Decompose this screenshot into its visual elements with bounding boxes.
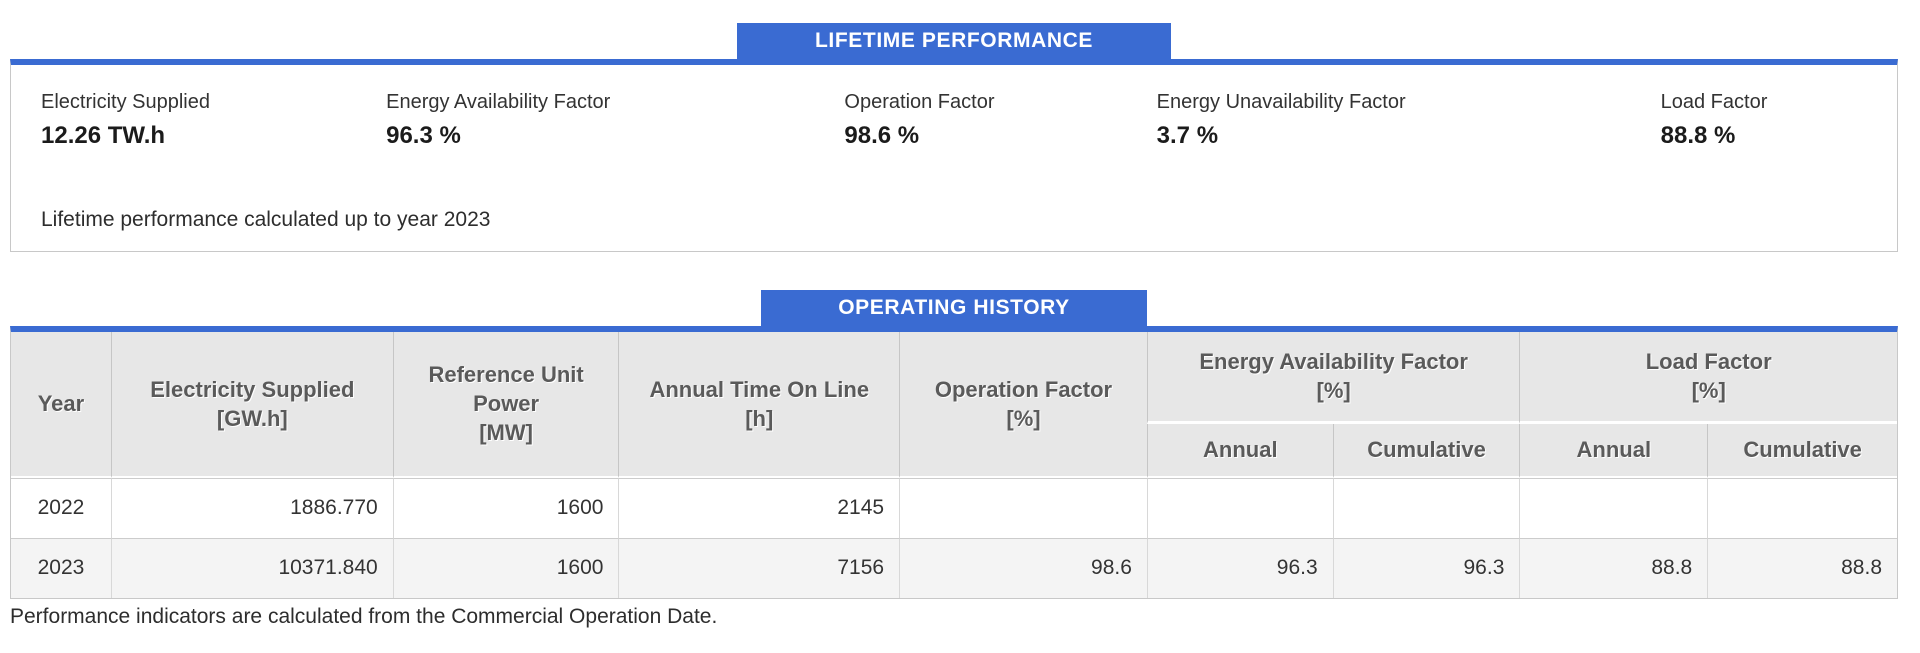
stat-label: Load Factor	[1660, 91, 1768, 113]
cell-reference-unit-power: 1600	[392, 537, 619, 598]
pris-performance-page: LIFETIME PERFORMANCE Electricity Supplie…	[10, 23, 1898, 629]
column-header-lf-cumulative: Cumulative	[1707, 423, 1897, 478]
column-header-lf-annual: Annual	[1519, 423, 1708, 478]
cell-year: 2022	[11, 477, 111, 538]
table-header: Year Electricity Supplied [GW.h] Referen…	[11, 331, 1897, 478]
cell-operation-factor	[899, 477, 1147, 538]
stat-value: 88.8 %	[1660, 122, 1736, 149]
lifetime-performance-section-title: LIFETIME PERFORMANCE	[737, 23, 1171, 59]
cell-electricity-supplied: 10371.840	[110, 537, 393, 598]
cell-eaf-cumulative: 96.3	[1332, 537, 1520, 598]
stat-label: Energy Unavailability Factor	[1156, 91, 1406, 113]
cell-annual-time-on-line: 7156	[618, 537, 900, 598]
column-header-year: Year	[11, 331, 111, 478]
operating-history-section-title: OPERATING HISTORY	[761, 289, 1147, 326]
stat-label: Energy Availability Factor	[386, 91, 611, 113]
column-header-eaf-cumulative: Cumulative	[1332, 423, 1520, 478]
cell-lf-cumulative: 88.8	[1707, 537, 1897, 598]
operating-history-table-wrap: Year Electricity Supplied [GW.h] Referen…	[10, 325, 1898, 599]
stat-energy-availability-factor: Energy Availability Factor 96.3 %	[386, 90, 844, 151]
stat-load-factor: Load Factor 88.8 %	[1661, 90, 1867, 151]
lifetime-stats-row: Electricity Supplied 12.26 TW.h Energy A…	[41, 90, 1867, 151]
lifetime-note: Lifetime performance calculated up to ye…	[41, 207, 491, 231]
cell-operation-factor: 98.6	[899, 537, 1147, 598]
operating-history-table: Year Electricity Supplied [GW.h] Referen…	[11, 331, 1897, 598]
cell-lf-cumulative	[1707, 477, 1897, 538]
cell-annual-time-on-line: 2145	[618, 477, 900, 538]
cell-eaf-annual: 96.3	[1146, 537, 1333, 598]
lifetime-performance-section: LIFETIME PERFORMANCE Electricity Supplie…	[10, 23, 1898, 252]
column-header-reference-unit-power: Reference Unit Power [MW]	[392, 331, 619, 478]
stat-label: Operation Factor	[844, 91, 995, 113]
cell-eaf-annual	[1146, 477, 1333, 538]
column-header-annual-time-on-line: Annual Time On Line [h]	[618, 331, 900, 478]
column-header-energy-availability-factor: Energy Availability Factor [%]	[1146, 331, 1520, 424]
cell-lf-annual	[1519, 477, 1708, 538]
stat-value: 3.7 %	[1156, 122, 1219, 149]
column-header-eaf-annual: Annual	[1146, 423, 1333, 478]
cell-electricity-supplied: 1886.770	[110, 477, 393, 538]
stat-operation-factor: Operation Factor 98.6 %	[844, 90, 1156, 151]
column-header-operation-factor: Operation Factor [%]	[899, 331, 1147, 478]
operating-history-section: OPERATING HISTORY Year Electricity Suppl…	[10, 289, 1898, 629]
stat-electricity-supplied: Electricity Supplied 12.26 TW.h	[41, 90, 386, 151]
table-row-2023: 2023 10371.840 1600 7156 98.6 96.3 96.3 …	[11, 537, 1897, 598]
stat-energy-unavailability-factor: Energy Unavailability Factor 3.7 %	[1157, 90, 1661, 151]
lifetime-performance-panel: Electricity Supplied 12.26 TW.h Energy A…	[10, 59, 1898, 252]
stat-value: 96.3 %	[386, 122, 461, 149]
stat-label: Electricity Supplied	[41, 91, 210, 113]
cell-lf-annual: 88.8	[1519, 537, 1708, 598]
column-header-load-factor: Load Factor [%]	[1519, 331, 1897, 424]
table-row-2022: 2022 1886.770 1600 2145	[11, 477, 1897, 538]
cell-year: 2023	[11, 537, 111, 598]
performance-indicators-note: Performance indicators are calculated fr…	[10, 604, 718, 628]
stat-value: 98.6 %	[844, 122, 920, 149]
stat-value: 12.26 TW.h	[41, 122, 166, 149]
cell-reference-unit-power: 1600	[392, 477, 619, 538]
column-header-electricity-supplied: Electricity Supplied [GW.h]	[110, 331, 393, 478]
cell-eaf-cumulative	[1332, 477, 1520, 538]
